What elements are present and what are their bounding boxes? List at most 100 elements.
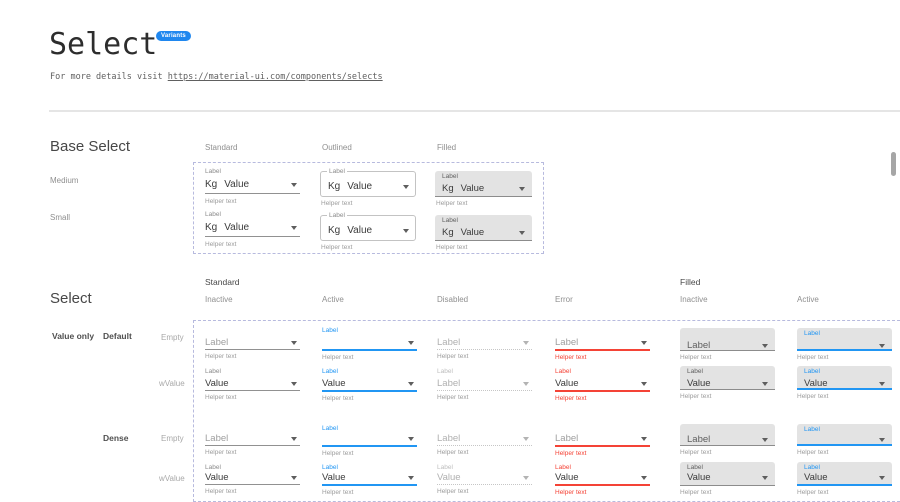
chevron-down-icon <box>519 186 525 191</box>
helper-text: Helper text <box>555 354 587 361</box>
select-trigger[interactable]: Label Kg Value <box>435 171 532 197</box>
select-label <box>205 327 300 336</box>
select-trigger[interactable]: Label Kg Value <box>320 168 416 197</box>
select-trigger[interactable]: Value <box>555 472 650 486</box>
helper-text: Helper text <box>322 354 354 361</box>
helper-text: Helper text <box>680 354 712 361</box>
select-label <box>555 327 650 336</box>
select-placeholder: Label <box>687 434 711 445</box>
select-adornment: Kg <box>205 222 218 233</box>
base-select-outlined-small: Label Kg Value Helper text <box>320 212 416 252</box>
select-trigger[interactable] <box>322 336 417 351</box>
select-filled-active-empty: Label Helper text <box>797 328 892 362</box>
helper-text: Helper text <box>797 449 829 456</box>
select-trigger[interactable]: Label <box>205 336 300 350</box>
select-value: Value <box>804 472 828 483</box>
material-ui-link[interactable]: https://material-ui.com/components/selec… <box>167 72 383 82</box>
select-label <box>437 425 532 433</box>
row-label-wvalue: wValue <box>159 379 185 388</box>
helper-text: Helper text <box>205 488 237 495</box>
chevron-down-icon <box>408 437 414 441</box>
select-value: Value <box>437 472 461 483</box>
select-label: Label <box>322 425 338 432</box>
select-trigger[interactable]: Value <box>205 472 300 485</box>
select-trigger[interactable]: Label <box>797 328 892 351</box>
select-standard-disabled-wvalue: Label Label Helper text <box>437 368 532 402</box>
chevron-down-icon <box>291 183 297 187</box>
select-trigger[interactable]: Kg Value <box>205 220 300 237</box>
select-value: Value <box>205 378 229 389</box>
select-filled-active-wvalue-dense: Label Value Helper text <box>797 462 892 497</box>
group-header-standard: Standard <box>205 277 240 287</box>
page-title: Select <box>49 27 158 62</box>
select-trigger[interactable]: Label <box>680 424 775 446</box>
select-value: Value <box>347 181 373 192</box>
select-trigger[interactable]: Label Value <box>797 366 892 390</box>
chevron-down-icon <box>291 381 297 386</box>
select-trigger[interactable]: Value <box>322 377 417 392</box>
subtitle: For more details visit https://material-… <box>50 72 383 82</box>
helper-text: Helper text <box>205 241 237 248</box>
select-trigger[interactable]: Value <box>322 472 417 486</box>
select-value: Value <box>224 222 250 233</box>
chevron-down-icon <box>523 340 529 345</box>
select-standard-error-wvalue-dense: Label Value Helper text <box>555 464 650 497</box>
select-standard-error-empty: Label Helper text <box>555 327 650 362</box>
row-label-medium: Medium <box>50 176 79 185</box>
select-value: Value <box>347 225 373 236</box>
select-label: Label <box>437 368 453 375</box>
select-trigger: Label <box>437 377 532 391</box>
base-select-standard-medium: Label Kg Value Helper text <box>205 167 300 206</box>
select-trigger[interactable]: Label <box>680 328 775 351</box>
select-filled-inactive-wvalue: Label Value Helper text <box>680 366 775 401</box>
select-adornment: Kg <box>328 181 341 192</box>
select-value-row <box>804 434 885 446</box>
select-trigger[interactable]: Label <box>797 424 892 446</box>
chevron-down-icon <box>408 340 414 345</box>
column-header-filled-inactive: Inactive <box>680 295 708 304</box>
helper-text: Helper text <box>437 394 469 401</box>
select-label: Label <box>322 464 338 471</box>
select-trigger[interactable]: Label Value <box>680 366 775 390</box>
chevron-down-icon <box>641 340 647 345</box>
select-trigger[interactable]: Label <box>555 433 650 447</box>
select-value-row: Kg Value <box>321 180 415 193</box>
select-placeholder: Label <box>437 337 461 348</box>
select-standard-inactive-empty-dense: Label Helper text <box>205 425 300 457</box>
row-label-value-only: Value only <box>52 331 95 341</box>
select-adornment: Kg <box>442 183 454 194</box>
select-value: Value <box>555 378 579 389</box>
select-standard-inactive-wvalue-dense: Label Value Helper text <box>205 464 300 496</box>
row-label-small: Small <box>50 213 71 222</box>
select-heading: Select <box>50 290 92 307</box>
select-trigger[interactable]: Value <box>205 377 300 391</box>
select-trigger[interactable]: Label <box>555 336 650 351</box>
vertical-scrollbar-thumb[interactable] <box>891 152 896 176</box>
variants-badge: Variants <box>156 31 191 41</box>
select-standard-inactive-empty: Label Helper text <box>205 327 300 361</box>
select-trigger[interactable]: Label Kg Value <box>435 215 532 241</box>
select-trigger[interactable]: Label Value <box>680 462 775 486</box>
group-header-filled: Filled <box>680 277 701 287</box>
select-trigger[interactable] <box>322 433 417 447</box>
select-filled-inactive-empty: Label Helper text <box>680 328 775 362</box>
helper-text: Helper text <box>322 489 354 496</box>
select-trigger[interactable]: Label <box>205 433 300 446</box>
select-value-row: Kg Value <box>321 224 415 237</box>
select-trigger[interactable]: Value <box>555 377 650 392</box>
row-label-dense: Dense <box>103 433 129 443</box>
helper-text: Helper text <box>437 488 469 495</box>
select-trigger[interactable]: Kg Value <box>205 177 300 194</box>
select-label: Label <box>205 211 221 218</box>
select-trigger[interactable]: Label Value <box>797 462 892 486</box>
select-adornment: Kg <box>442 227 454 238</box>
select-value: Value <box>804 378 828 389</box>
select-trigger[interactable]: Label Kg Value <box>320 212 416 241</box>
select-value: Value <box>555 472 579 483</box>
select-label: Label <box>437 464 453 471</box>
select-value: Label <box>437 378 461 389</box>
column-header-standard: Standard <box>205 143 238 152</box>
chevron-down-icon <box>762 476 768 480</box>
select-value: Value <box>224 179 250 190</box>
select-value-row: Value <box>687 377 768 390</box>
